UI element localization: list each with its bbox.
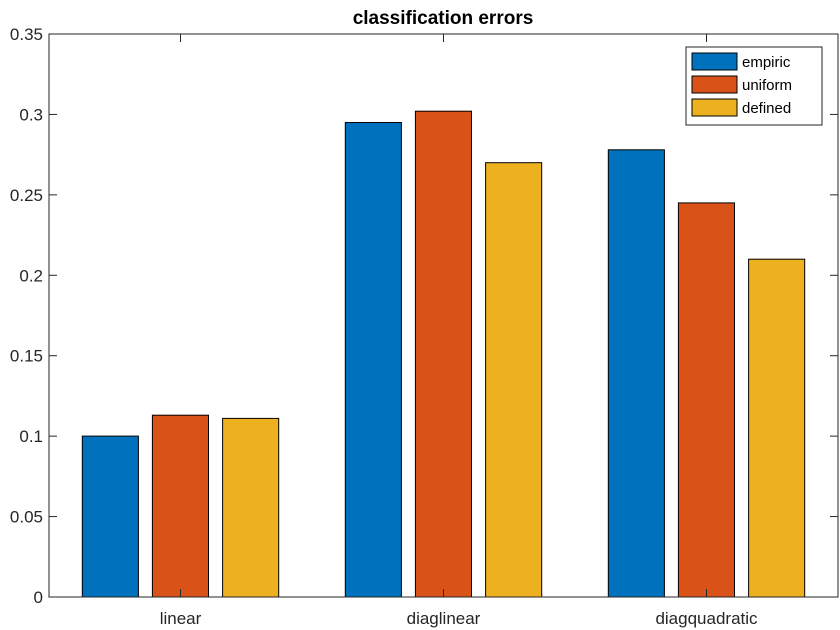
bar-defined-diagquadratic xyxy=(748,258,806,598)
bar-empiric-diaglinear xyxy=(344,122,402,598)
x-tick-label: linear xyxy=(160,609,202,628)
legend-label-empiric: empiric xyxy=(742,54,791,71)
bar-defined-diaglinear xyxy=(485,162,543,598)
y-tick-label: 0.2 xyxy=(19,266,43,285)
legend-swatch-empiric xyxy=(691,52,738,71)
bar-empiric-linear xyxy=(81,435,139,598)
legend: empiric uniform defined xyxy=(685,46,823,126)
y-tick-label: 0 xyxy=(34,588,43,607)
y-tick-label: 0.35 xyxy=(10,25,43,44)
legend-label-defined: defined xyxy=(742,100,791,117)
chart-title: classification errors xyxy=(353,8,534,29)
y-tick-label: 0.05 xyxy=(10,508,43,527)
bar-empiric-diagquadratic xyxy=(607,149,665,598)
x-tick-label: diagquadratic xyxy=(655,609,758,628)
y-tick-label: 0.3 xyxy=(19,105,43,124)
y-tick-label: 0.1 xyxy=(19,427,43,446)
legend-label-uniform: uniform xyxy=(742,77,792,94)
bar-uniform-linear xyxy=(151,414,209,598)
y-tick-label: 0.25 xyxy=(10,186,43,205)
bars-group xyxy=(81,110,806,598)
y-tick-label: 0.15 xyxy=(10,347,43,366)
x-tick-label: diaglinear xyxy=(407,609,481,628)
axis-ticks: 0 0.05 0.1 0.15 0.2 0.25 0.3 0.35 linear diagline… xyxy=(10,25,838,628)
bar-uniform-diagquadratic xyxy=(677,202,736,598)
legend-swatch-uniform xyxy=(691,75,738,94)
bar-uniform-diaglinear xyxy=(414,110,472,598)
legend-swatch-defined xyxy=(691,98,738,117)
bar-defined-linear xyxy=(222,417,280,598)
